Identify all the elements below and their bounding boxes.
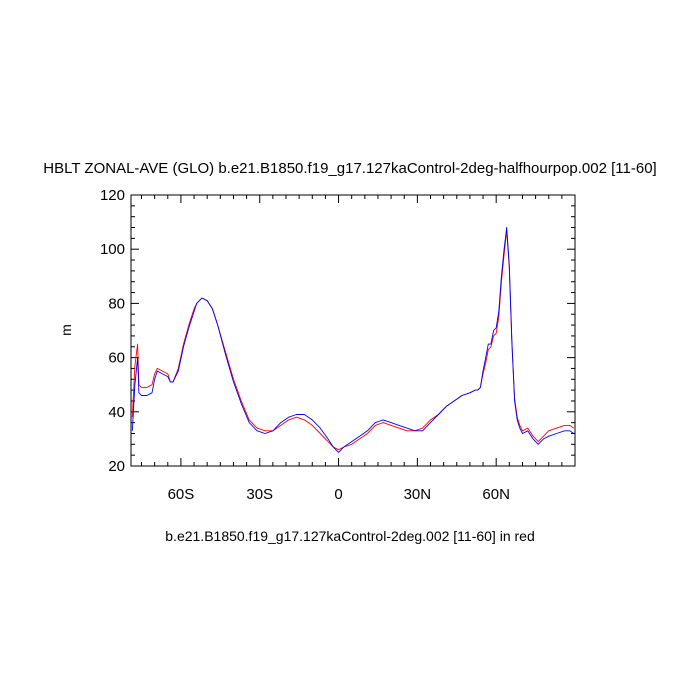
- x-tick-label: 30S: [246, 486, 273, 503]
- series-line-red: [131, 229, 574, 451]
- x-tick-label: 0: [334, 486, 342, 503]
- x-tick-label: 30N: [404, 486, 432, 503]
- y-tick-label: 20: [108, 458, 125, 475]
- plot-frame: [130, 194, 576, 467]
- series-line-blue: [131, 227, 574, 453]
- y-tick-label: 100: [100, 241, 125, 258]
- y-tick-label: 120: [100, 187, 125, 204]
- chart-title: HBLT ZONAL-AVE (GLO) b.e21.B1850.f19_g17…: [43, 160, 657, 177]
- x-tick-label: 60S: [168, 486, 195, 503]
- y-tick-label: 80: [108, 295, 125, 312]
- y-tick-label: 40: [108, 404, 125, 421]
- x-tick-label: 60N: [482, 486, 510, 503]
- x-axis-label: b.e21.B1850.f19_g17.127kaControl-2deg.00…: [165, 528, 535, 544]
- y-tick-label: 60: [108, 350, 125, 367]
